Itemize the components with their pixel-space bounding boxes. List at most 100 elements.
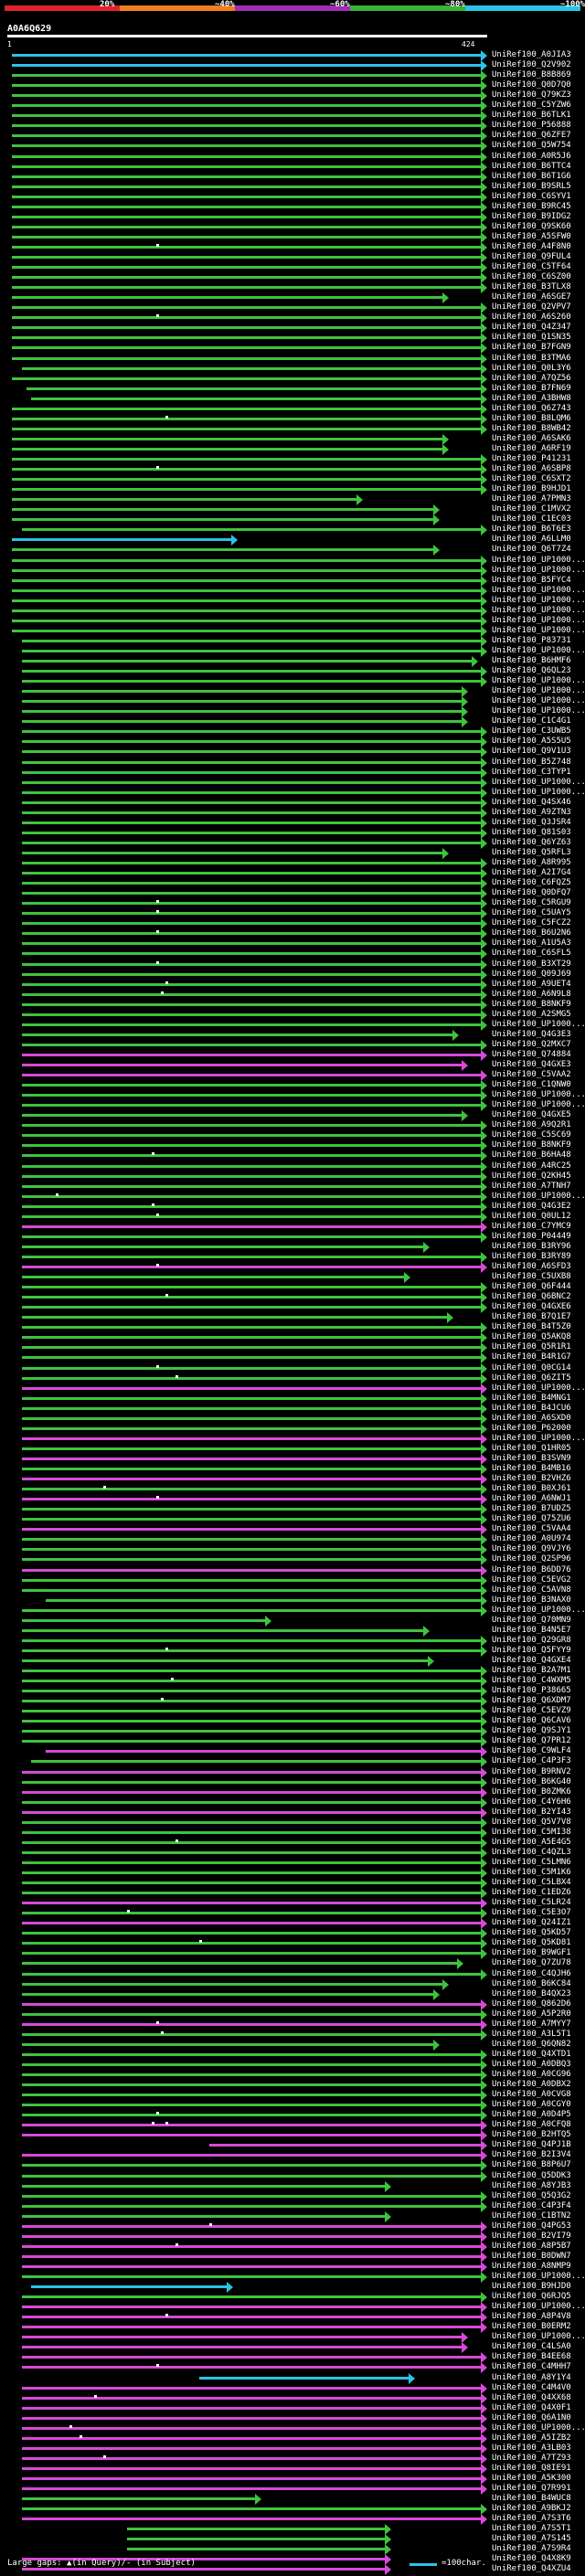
hit-label-link[interactable]: UniRef100_C4WXM5 [492,1676,571,1686]
hit-row[interactable]: UniRef100_C4WXM5 [0,1675,585,1688]
hit-row[interactable]: UniRef100_C5VAA4 [0,1523,585,1536]
hit-row[interactable]: UniRef100_Q6A1N0 [0,2412,585,2424]
hit-row[interactable]: UniRef100_UP1000... [0,595,585,607]
hit-row[interactable]: UniRef100_A6SAK6 [0,433,585,445]
hit-label-link[interactable]: UniRef100_C1EC03 [492,514,571,525]
hit-row[interactable]: UniRef100_Q70MN9 [0,1615,585,1627]
hit-label-link[interactable]: UniRef100_Q75ZU6 [492,1514,571,1524]
hit-label-link[interactable]: UniRef100_Q2MXC7 [492,1039,571,1049]
hit-label-link[interactable]: UniRef100_UP1000... [492,2332,585,2342]
hit-row[interactable]: UniRef100_C5AVN8 [0,1585,585,1596]
hit-row[interactable]: UniRef100_A5S5U5 [0,736,585,748]
hit-row[interactable]: UniRef100_B6KC84 [0,1978,585,1990]
hit-label-link[interactable]: UniRef100_C5MI38 [492,1827,571,1837]
hit-label-link[interactable]: UniRef100_B4R1G7 [492,1352,571,1362]
hit-label-link[interactable]: UniRef100_B8P6U7 [492,2160,571,2170]
hit-label-link[interactable]: UniRef100_Q4PJ1B [492,2140,571,2150]
hit-row[interactable]: UniRef100_B8WB42 [0,423,585,435]
hit-label-link[interactable]: UniRef100_UP1000... [492,787,585,797]
hit-row[interactable]: UniRef100_A7TNH7 [0,1181,585,1193]
hit-label-link[interactable]: UniRef100_A0R5J6 [492,151,571,161]
hit-row[interactable]: UniRef100_B0XJ61 [0,1483,585,1496]
hit-label-link[interactable]: UniRef100_B0ERM2 [492,2322,571,2332]
hit-label-link[interactable]: UniRef100_B2HTQ5 [492,2130,571,2140]
hit-row[interactable]: UniRef100_Q4Z347 [0,322,585,334]
hit-row[interactable]: UniRef100_B6U2N6 [0,928,585,940]
hit-row[interactable]: UniRef100_Q7R991 [0,2483,585,2496]
hit-label-link[interactable]: UniRef100_Q7R991 [492,2484,571,2494]
hit-label-link[interactable]: UniRef100_Q8IE91 [492,2463,571,2473]
hit-label-link[interactable]: UniRef100_B5Z748 [492,757,571,767]
hit-row[interactable]: UniRef100_C4M4V0 [0,2382,585,2394]
hit-label-link[interactable]: UniRef100_Q29GR8 [492,1635,571,1645]
hit-label-link[interactable]: UniRef100_B3RY96 [492,1241,571,1251]
hit-label-link[interactable]: UniRef100_A6NWJ1 [492,1494,571,1504]
hit-row[interactable]: UniRef100_Q4SX46 [0,797,585,809]
hit-label-link[interactable]: UniRef100_B8WB42 [492,423,571,433]
hit-label-link[interactable]: UniRef100_A8P5B7 [492,2241,571,2251]
hit-label-link[interactable]: UniRef100_B6KC84 [492,1978,571,1988]
hit-row[interactable]: UniRef100_A9BKJ2 [0,2503,585,2516]
hit-row[interactable]: UniRef100_UP1000... [0,625,585,637]
hit-row[interactable]: UniRef100_A0CVG8 [0,2089,585,2102]
hit-label-link[interactable]: UniRef100_C5VAA2 [492,1070,571,1080]
hit-label-link[interactable]: UniRef100_B6TTC4 [492,161,571,171]
hit-label-link[interactable]: UniRef100_UP1000... [492,1090,585,1100]
hit-row[interactable]: UniRef100_C5SC69 [0,1129,585,1142]
hit-label-link[interactable]: UniRef100_B9RC45 [492,201,571,211]
hit-label-link[interactable]: UniRef100_Q7ZU78 [492,1958,571,1968]
hit-row[interactable]: UniRef100_C9WLF4 [0,1745,585,1758]
hit-row[interactable]: UniRef100_UP1000... [0,615,585,627]
hit-label-link[interactable]: UniRef100_C1MVX2 [492,504,571,514]
hit-row[interactable]: UniRef100_UP1000... [0,1433,585,1445]
hit-row[interactable]: UniRef100_UP1000... [0,2271,585,2283]
hit-row[interactable]: UniRef100_Q5KD57 [0,1927,585,1940]
hit-label-link[interactable]: UniRef100_Q6XDM7 [492,1696,571,1706]
hit-label-link[interactable]: UniRef100_A3BHW8 [492,393,571,403]
hit-row[interactable]: UniRef100_C4QZL3 [0,1847,585,1859]
hit-label-link[interactable]: UniRef100_Q6BNC2 [492,1292,571,1302]
hit-label-link[interactable]: UniRef100_A1U5A3 [492,938,571,949]
hit-row[interactable]: UniRef100_B6DD76 [0,1564,585,1576]
hit-row[interactable]: UniRef100_UP1000... [0,675,585,688]
hit-label-link[interactable]: UniRef100_C5UAY5 [492,908,571,918]
hit-label-link[interactable]: UniRef100_A4F8N0 [492,241,571,251]
hit-label-link[interactable]: UniRef100_Q4GXE4 [492,1655,571,1665]
hit-label-link[interactable]: UniRef100_C1C4G1 [492,716,571,726]
hit-row[interactable]: UniRef100_A2SMG5 [0,1009,585,1021]
hit-row[interactable]: UniRef100_UP1000... [0,1089,585,1102]
hit-row[interactable]: UniRef100_C5LBX4 [0,1877,585,1890]
hit-row[interactable]: UniRef100_A7MYY7 [0,2019,585,2030]
hit-row[interactable]: UniRef100_Q2SP96 [0,1553,585,1566]
hit-row[interactable]: UniRef100_B9HJD0 [0,2281,585,2294]
hit-label-link[interactable]: UniRef100_C5LBX4 [492,1878,571,1888]
hit-label-link[interactable]: UniRef100_Q4G3E3 [492,1029,571,1039]
hit-label-link[interactable]: UniRef100_Q6Z743 [492,403,571,413]
hit-label-link[interactable]: UniRef100_Q4SX46 [492,797,571,807]
hit-row[interactable]: UniRef100_B6TTC4 [0,161,585,173]
hit-label-link[interactable]: UniRef100_C5EVZ9 [492,1706,571,1716]
hit-row[interactable]: UniRef100_UP1000... [0,605,585,617]
hit-row[interactable]: UniRef100_B9HJD1 [0,483,585,496]
hit-label-link[interactable]: UniRef100_C5VAA4 [492,1524,571,1534]
hit-row[interactable]: UniRef100_C1EC03 [0,514,585,526]
hit-row[interactable]: UniRef100_B8NKF9 [0,1140,585,1152]
hit-label-link[interactable]: UniRef100_Q6CAV6 [492,1716,571,1726]
hit-label-link[interactable]: UniRef100_A9BKJ2 [492,2504,571,2514]
hit-row[interactable]: UniRef100_B4EE68 [0,2351,585,2364]
hit-row[interactable]: UniRef100_Q2KH45 [0,1171,585,1182]
hit-row[interactable]: UniRef100_A6LLM0 [0,534,585,546]
hit-label-link[interactable]: UniRef100_A0JIA3 [492,50,571,59]
hit-label-link[interactable]: UniRef100_Q5KD57 [492,1928,571,1938]
hit-label-link[interactable]: UniRef100_B4WUC8 [492,2494,571,2504]
hit-label-link[interactable]: UniRef100_UP1000... [492,645,585,655]
hit-row[interactable]: UniRef100_B9WGF1 [0,1947,585,1960]
hit-label-link[interactable]: UniRef100_UP1000... [492,565,585,575]
hit-label-link[interactable]: UniRef100_C3UWB5 [492,726,571,737]
hit-label-link[interactable]: UniRef100_C5EVG2 [492,1574,571,1585]
hit-row[interactable]: UniRef100_Q09J69 [0,969,585,981]
hit-label-link[interactable]: UniRef100_B8B869 [492,70,571,80]
hit-row[interactable]: UniRef100_A5IZB2 [0,2433,585,2444]
hit-row[interactable]: UniRef100_Q29GR8 [0,1635,585,1647]
hit-label-link[interactable]: UniRef100_UP1000... [492,1383,585,1393]
